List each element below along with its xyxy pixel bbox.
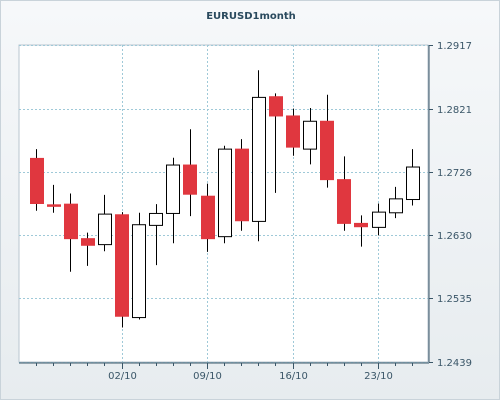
candle: [218, 145, 232, 244]
candle: [235, 139, 249, 231]
chart-title: EURUSD1month: [206, 11, 296, 22]
candle: [183, 129, 197, 217]
candle: [389, 186, 403, 219]
candle-body: [115, 214, 129, 317]
x-tick-label: 16/10: [279, 371, 308, 382]
candles-layer: [30, 70, 420, 328]
candle-body: [252, 96, 266, 222]
candle: [406, 149, 420, 206]
candle-body: [235, 148, 249, 222]
candle-body: [149, 212, 163, 226]
candle-body: [81, 238, 95, 246]
candle: [201, 183, 215, 252]
candle: [252, 70, 266, 242]
candle-body: [201, 195, 215, 240]
candle-body: [47, 204, 61, 207]
candle-body: [286, 115, 300, 148]
candle-body: [166, 164, 180, 214]
candle-body: [132, 224, 146, 319]
candle: [149, 204, 163, 266]
candle-body: [337, 179, 351, 224]
candle: [372, 203, 386, 236]
candle-body: [372, 211, 386, 228]
y-tick-label: 1.2821: [437, 105, 472, 116]
y-tick-label: 1.2439: [437, 358, 472, 369]
x-axis: 02/10 09/10 16/10 23/10: [19, 362, 429, 382]
candle: [166, 157, 180, 244]
candle: [303, 108, 317, 165]
y-tick-label: 1.2535: [437, 294, 472, 305]
candle: [269, 93, 283, 193]
y-tick-label: 1.2917: [437, 41, 472, 52]
candle-body: [389, 198, 403, 214]
candle-body: [218, 148, 232, 238]
y-tick-label: 1.2630: [437, 231, 472, 242]
x-tick-label: 09/10: [193, 371, 222, 382]
candle: [286, 108, 300, 156]
y-tick-label: 1.2726: [437, 168, 472, 179]
y-axis: 1.2917 1.2821 1.2726 1.2630 1.2535 1.2439: [428, 41, 472, 369]
x-tick-label: 02/10: [108, 371, 137, 382]
candle: [115, 212, 129, 328]
candle: [98, 194, 112, 252]
candle: [320, 94, 334, 188]
candle-body: [303, 120, 317, 150]
candle-body: [64, 203, 78, 240]
candle: [30, 149, 44, 211]
candle: [337, 156, 351, 231]
candle-body: [183, 164, 197, 195]
candle: [64, 193, 78, 272]
candle-body: [354, 222, 368, 228]
candle-body: [406, 166, 420, 201]
candle-body: [320, 120, 334, 181]
candle-body: [269, 96, 283, 117]
x-tick-label: 23/10: [364, 371, 393, 382]
candle: [47, 184, 61, 213]
candle-body: [98, 213, 112, 246]
candle: [132, 212, 146, 320]
candle: [81, 232, 95, 266]
candle-body: [30, 157, 44, 204]
candle: [354, 215, 368, 247]
